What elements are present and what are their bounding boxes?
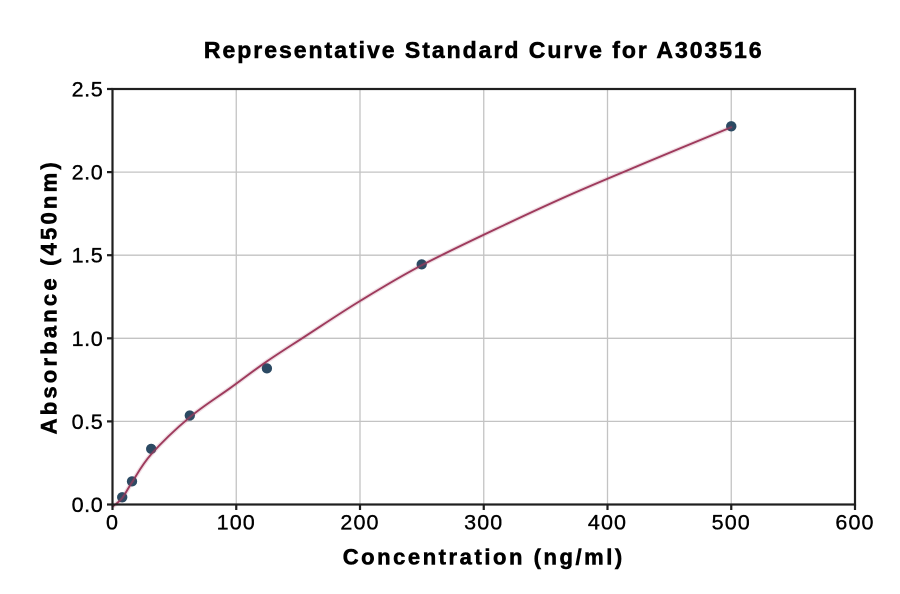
svg-text:100: 100 [217,511,256,535]
svg-text:300: 300 [464,511,503,535]
svg-text:500: 500 [712,511,751,535]
svg-text:Representative Standard Curve: Representative Standard Curve for A30351… [204,37,764,63]
svg-text:2.0: 2.0 [72,161,104,185]
svg-text:2.5: 2.5 [72,78,104,102]
svg-text:1.5: 1.5 [72,244,104,268]
svg-text:600: 600 [835,511,874,535]
svg-text:0.5: 0.5 [72,410,104,434]
svg-text:Concentration (ng/ml): Concentration (ng/ml) [343,544,625,569]
svg-text:Absorbance (450nm): Absorbance (450nm) [37,159,62,434]
svg-text:200: 200 [340,511,379,535]
svg-text:0: 0 [106,511,119,535]
svg-text:400: 400 [588,511,627,535]
svg-text:0.0: 0.0 [72,493,104,517]
svg-text:1.0: 1.0 [72,327,104,351]
